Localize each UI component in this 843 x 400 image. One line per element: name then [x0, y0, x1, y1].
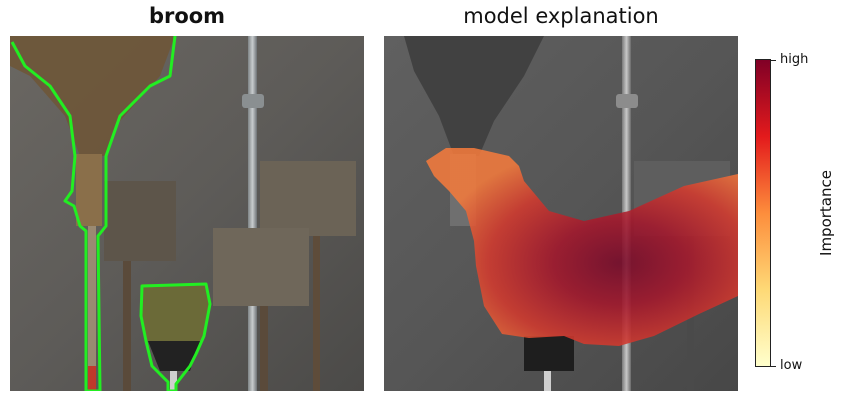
small-brush [141, 284, 210, 341]
colorbar-tick-high [771, 60, 776, 61]
broom-image-panel [10, 36, 364, 391]
mop-heads [104, 161, 356, 391]
importance-overlay [426, 148, 738, 346]
explanation-image-panel [384, 36, 738, 391]
broom-bristles [10, 36, 175, 156]
colorbar-label-high: high [780, 52, 809, 67]
left-panel-title: broom [148, 4, 226, 28]
importance-colorbar [755, 59, 771, 367]
colorbar-label-low: low [780, 358, 803, 373]
broom-photo [10, 36, 364, 391]
metal-pipe [248, 36, 257, 391]
colorbar-title: Importance [817, 170, 835, 256]
explanation-heatmap [384, 36, 738, 391]
broom-outline [10, 36, 177, 391]
right-panel-title: model explanation [463, 4, 659, 28]
colorbar-tick-low [771, 366, 776, 367]
brush-outline [139, 282, 212, 391]
